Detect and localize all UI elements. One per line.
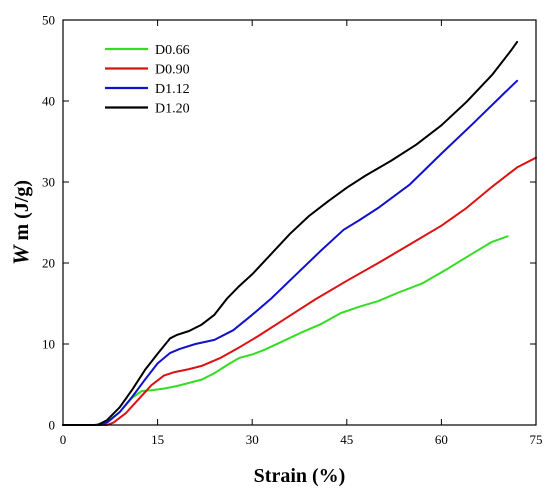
legend-label: D1.12 [155,82,190,97]
legend-label: D0.90 [155,63,190,78]
series-line-d1-20 [62,40,519,426]
ticks-layer: 0 15 30 45 60 75 0 10 20 30 40 50 [42,13,543,448]
plot-frame [62,19,537,426]
x-tick-label: 30 [246,432,259,447]
y-tick-label: 20 [42,256,55,271]
y-tick-label: 30 [42,175,55,190]
y-tick-label: 40 [42,94,55,109]
x-tick-label: 60 [435,432,448,447]
legend: D0.66 D0.90 D1.12 D1.20 [105,43,190,117]
series-line-d0-90 [62,156,537,426]
y-axis-title-italic: W [8,244,33,265]
x-tick-label: 15 [151,432,164,447]
series-line-d0-66 [62,235,509,426]
y-tick-label: 10 [42,337,55,352]
y-tick-label: 0 [49,418,56,433]
x-tick-label: 75 [530,432,543,447]
x-tick-label: 0 [60,432,67,447]
y-axis-title-rest: m (J/g) [11,180,33,241]
y-tick-label: 50 [42,13,55,28]
x-axis-title: Strain (%) [254,465,346,487]
series-layer [62,40,537,426]
x-tick-label: 45 [340,432,353,447]
legend-label: D1.20 [155,102,190,117]
legend-label: D0.66 [155,43,190,58]
series-line-d1-12 [62,79,519,426]
y-axis-title: W m (J/g) [8,180,33,265]
